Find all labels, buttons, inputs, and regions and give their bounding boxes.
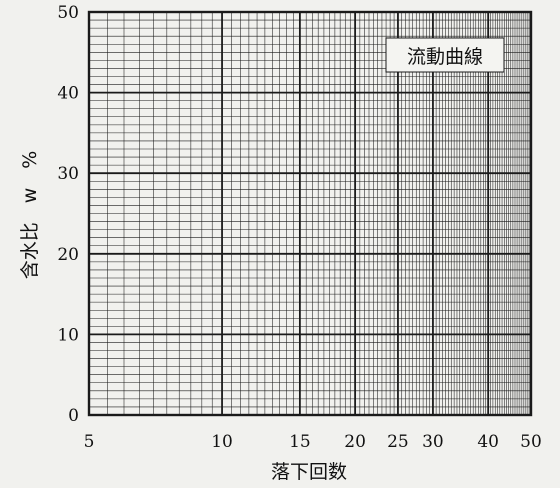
- x-tick-label: 50: [520, 432, 542, 452]
- x-tick-label: 25: [387, 432, 409, 452]
- x-tick-label: 10: [211, 432, 233, 452]
- y-tick-label: 40: [57, 84, 79, 104]
- major-grid: [89, 12, 531, 415]
- x-tick-label: 30: [422, 432, 444, 452]
- x-tick-label: 40: [477, 432, 499, 452]
- y-tick-label: 20: [57, 245, 79, 265]
- y-tick-label: 0: [68, 406, 79, 426]
- plot-frame: [87, 10, 533, 417]
- y-tick-label: 30: [57, 164, 79, 184]
- annotation-flow-curve: 流動曲線: [407, 46, 483, 68]
- annotation-box: [385, 37, 505, 73]
- x-tick-labels: 5 10 15 20 25 30 40 50: [84, 432, 542, 452]
- x-tick-label: 20: [344, 432, 366, 452]
- y-tick-label: 50: [57, 3, 79, 23]
- y-axis-label: 含水比 w %: [19, 151, 41, 280]
- minor-grid: [89, 12, 531, 415]
- y-tick-label: 10: [57, 325, 79, 345]
- x-axis-label: 落下回数: [271, 461, 347, 483]
- x-tick-label: 5: [84, 432, 95, 452]
- y-tick-labels: 0 10 20 30 40 50: [57, 3, 79, 426]
- x-tick-label: 15: [289, 432, 311, 452]
